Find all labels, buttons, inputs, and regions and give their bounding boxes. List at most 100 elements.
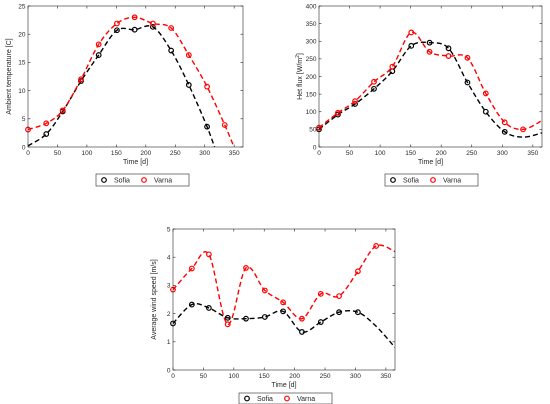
y-tick-label: 20: [18, 32, 26, 39]
y-axis-label: Het flux [W/m2]: [295, 53, 304, 100]
data-point-varna: [131, 14, 138, 21]
y-tick-label: 25: [18, 3, 26, 10]
data-point-sofia: [482, 108, 489, 115]
data-point-varna: [354, 268, 361, 275]
data-point-varna: [317, 290, 324, 297]
x-tick-label: 50: [200, 373, 208, 380]
data-point-varna: [371, 78, 377, 85]
data-point-sofia: [114, 27, 120, 34]
data-point-varna: [261, 287, 268, 294]
legend-label-sofia: Sofia: [114, 177, 130, 184]
y-tick-label: 5: [167, 226, 171, 233]
data-point-varna: [482, 90, 489, 97]
legend-box: [384, 173, 479, 187]
y-axis-label: Ambient temperature [C]: [6, 38, 13, 114]
data-point-sofia: [131, 26, 138, 33]
x-axis-label: Time [d]: [271, 382, 296, 389]
y-tick-label: 250: [306, 56, 317, 63]
x-axis-label: Time [d]: [123, 159, 148, 166]
data-point-varna: [114, 20, 120, 27]
data-point-varna: [352, 98, 358, 105]
y-axis-label-sup: 2: [295, 55, 301, 58]
data-point-varna: [43, 120, 50, 127]
legend-label-sofia: Sofia: [403, 177, 419, 184]
legend-label-sofia: Sofia: [257, 396, 273, 403]
y-tick-label: 300: [306, 39, 317, 46]
y-tick-label: 50: [309, 127, 317, 134]
data-point-varna: [373, 243, 380, 249]
x-tick-label: 0: [317, 150, 321, 157]
x-axis-label: Time [d]: [418, 159, 443, 166]
legend-label-varna: Varna: [297, 396, 315, 403]
y-tick-label: 0: [167, 367, 171, 374]
data-point-varna: [243, 265, 249, 271]
x-tick-label: 0: [26, 150, 30, 157]
y-tick-label: 10: [18, 88, 26, 95]
y-tick-label: 0: [22, 144, 26, 151]
data-point-varna: [336, 293, 342, 300]
y-tick-label: 15: [18, 60, 26, 67]
data-point-varna: [59, 107, 66, 114]
x-tick-label: 300: [199, 150, 210, 157]
data-point-varna: [95, 41, 102, 48]
chart-3: 0 50 100 150 200 250 300 350 0 1 2 3 4 5 Time [d] Avera…: [151, 226, 396, 404]
x-tick-label: 200: [436, 150, 447, 157]
data-point-sofia: [95, 52, 102, 58]
data-point-sofia: [354, 309, 361, 316]
x-tick-label: 200: [140, 150, 151, 157]
data-point-varna: [224, 321, 231, 328]
data-point-sofia: [464, 79, 471, 86]
data-point-varna: [464, 54, 471, 61]
data-point-varna: [78, 76, 84, 83]
data-point-varna: [335, 109, 341, 116]
legend-label-varna: Varna: [154, 177, 172, 184]
series-line-sofia: [173, 303, 395, 348]
data-point-varna: [168, 25, 175, 31]
data-point-varna: [205, 251, 212, 258]
legend: Sofia Varna: [384, 173, 479, 187]
plot-frame: [172, 228, 396, 371]
data-point-sofia: [149, 23, 156, 30]
data-point-varna: [501, 119, 508, 126]
legend: Sofia Varna: [95, 173, 190, 187]
data-point-sofia: [168, 47, 175, 54]
legend-marker-sofia: [390, 177, 396, 183]
data-point-varna: [185, 52, 192, 58]
data-point-sofia: [408, 42, 415, 49]
y-tick-label: 200: [306, 74, 317, 81]
x-tick-label: 150: [259, 373, 270, 380]
y-axis-label-main: Het flux [W/m: [297, 58, 304, 100]
plot-area: [173, 229, 395, 370]
data-point-varna: [204, 83, 210, 90]
plot-area: [319, 6, 542, 147]
x-tick-label: 100: [375, 150, 386, 157]
data-point-sofia: [336, 309, 342, 316]
x-tick-label: 100: [81, 150, 92, 157]
legend-label-varna: Varna: [443, 177, 461, 184]
plot-area: [28, 6, 243, 147]
chart-1: 0 50 100 150 200 250 300 350 0 5 10 15 20 25 Time [d] A…: [6, 3, 244, 187]
x-tick-label: 100: [228, 373, 239, 380]
x-tick-label: 150: [111, 150, 122, 157]
data-point-varna: [221, 122, 228, 128]
data-point-sofia: [204, 123, 210, 130]
plot-frame: [318, 5, 543, 148]
x-tick-label: 250: [320, 373, 331, 380]
data-point-varna: [408, 29, 415, 36]
data-point-sofia: [426, 39, 433, 46]
legend-marker-varna: [430, 177, 436, 183]
legend-marker-sofia: [244, 395, 250, 402]
y-tick-label: 150: [306, 91, 317, 98]
y-tick-label: 400: [306, 3, 317, 10]
data-point-varna: [520, 126, 526, 133]
legend-marker-varna: [284, 395, 290, 402]
data-point-sofia: [188, 301, 195, 308]
y-tick-label: 5: [22, 116, 26, 123]
y-tick-label: 2: [167, 311, 171, 318]
y-tick-label: 0: [313, 144, 317, 151]
data-point-varna: [149, 20, 156, 27]
x-tick-label: 0: [171, 373, 175, 380]
x-tick-label: 250: [170, 150, 181, 157]
data-point-varna: [426, 48, 433, 55]
plot-frame: [27, 5, 244, 148]
